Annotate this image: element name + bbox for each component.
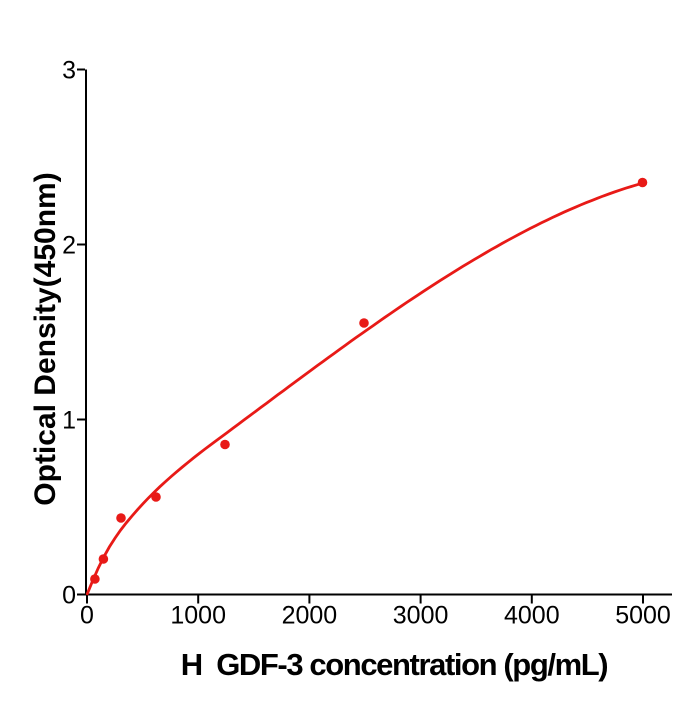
svg-text:0: 0 bbox=[62, 582, 76, 610]
svg-text:4000: 4000 bbox=[504, 602, 560, 630]
svg-text:3: 3 bbox=[62, 57, 76, 85]
svg-text:2: 2 bbox=[62, 232, 76, 260]
svg-text:0: 0 bbox=[80, 602, 94, 630]
svg-text:3000: 3000 bbox=[393, 602, 449, 630]
svg-text:H GDF-3 concentration (pg/mL): H GDF-3 concentration (pg/mL) bbox=[181, 647, 608, 682]
svg-text:1: 1 bbox=[62, 407, 76, 435]
svg-text:Optical Density(450nm): Optical Density(450nm) bbox=[29, 172, 62, 505]
svg-text:1000: 1000 bbox=[170, 602, 226, 630]
svg-text:5000: 5000 bbox=[615, 602, 671, 630]
svg-text:2000: 2000 bbox=[282, 602, 338, 630]
